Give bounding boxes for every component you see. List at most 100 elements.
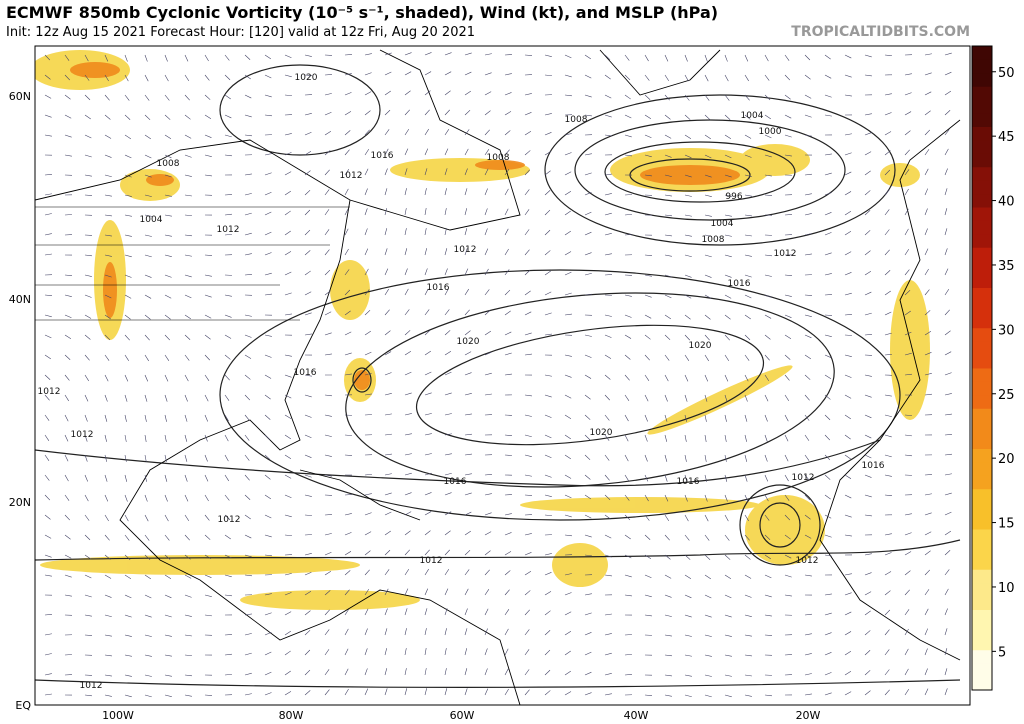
colorbar-step (972, 636, 992, 651)
isobar-label: 1012 (340, 171, 363, 181)
colorbar-step (972, 247, 992, 262)
colorbar-frame (971, 45, 993, 691)
colorbar-step (972, 139, 992, 154)
colorbar-step (972, 193, 992, 208)
colorbar-step (972, 327, 992, 342)
colorbar-label: 35 (998, 259, 1015, 274)
colorbar-step (972, 663, 992, 678)
lat-label: 20N (9, 496, 31, 509)
colorbar-label: 20 (998, 452, 1015, 467)
colorbar-step (972, 274, 992, 288)
colorbar-step (972, 582, 992, 597)
lat-label: EQ (15, 699, 31, 712)
subtitle: Init: 12z Aug 15 2021 Forecast Hour: [12… (6, 25, 476, 40)
colorbar-step (972, 341, 992, 356)
isobar-label: 1016 (728, 279, 751, 289)
colorbar-step (972, 153, 992, 168)
isobar-label: 1020 (590, 428, 613, 438)
isobar-label: 1008 (487, 153, 510, 163)
colorbar-label: 40 (998, 195, 1015, 210)
isobar-label: 1016 (371, 151, 394, 161)
isobar-label: 1012 (38, 387, 61, 397)
isobar-label: 1020 (457, 337, 480, 347)
colorbar-step (972, 368, 992, 382)
colorbar-step (972, 475, 992, 490)
isobar-label: 1012 (217, 225, 240, 235)
map-field (35, 46, 970, 705)
isobar-label: 1012 (454, 245, 477, 255)
colorbar-step (972, 46, 992, 60)
colorbar-step (972, 394, 992, 409)
isobar-label: 1004 (741, 111, 764, 121)
colorbar-label: 25 (998, 388, 1015, 403)
colorbar-step (972, 649, 992, 664)
colorbar-step (972, 502, 992, 517)
isobar-label: 1012 (796, 556, 819, 566)
isobar-label: 1016 (862, 461, 885, 471)
isobar-label: 1020 (295, 73, 318, 83)
lat-label: 40N (9, 293, 31, 306)
colorbar-step (972, 421, 992, 436)
colorbar-step (972, 542, 992, 557)
isobar-label: 1004 (140, 215, 163, 225)
lon-label: 80W (279, 709, 304, 722)
colorbar-label: 15 (998, 517, 1015, 532)
colorbar-step (972, 609, 992, 624)
isobar-label: 1012 (218, 515, 241, 525)
colorbar-label: 45 (998, 130, 1015, 145)
isobar-label: 1008 (565, 115, 588, 125)
lon-label: 60W (450, 709, 475, 722)
colorbar-step (972, 207, 992, 221)
colorbar-step (972, 233, 992, 248)
colorbar-step (972, 596, 992, 610)
isobar-label: 1012 (71, 430, 94, 440)
colorbar-step (972, 676, 992, 691)
isobar-label: 1008 (702, 235, 725, 245)
colorbar-step (972, 515, 992, 530)
lon-label: 40W (624, 709, 649, 722)
lon-label: 20W (796, 709, 821, 722)
isobar-label: 1016 (294, 368, 317, 378)
colorbar-label: 10 (998, 581, 1015, 596)
colorbar-step (972, 99, 992, 114)
isobar-label: 1012 (792, 473, 815, 483)
isobar-label: 1012 (420, 556, 443, 566)
isobar-label: 1016 (677, 477, 700, 487)
isobar-label: 1004 (711, 219, 734, 229)
colorbar-step (972, 86, 992, 101)
colorbar-step (972, 314, 992, 329)
colorbar-step (972, 354, 992, 369)
colorbar-step (972, 622, 992, 637)
colorbar: 5 10 15 20 25 30 35 40 45 50 (971, 45, 1015, 691)
isobar-label: 1020 (689, 341, 712, 351)
colorbar-step (972, 287, 992, 302)
lat-label: 60N (9, 90, 31, 103)
colorbar-step (972, 461, 992, 476)
isobar-label: 1012 (80, 681, 103, 691)
colorbar-step (972, 569, 992, 584)
title: ECMWF 850mb Cyclonic Vorticity (10⁻⁵ s⁻¹… (6, 3, 719, 22)
colorbar-step (972, 555, 992, 570)
watermark: TROPICALTIDBITS.COM (791, 24, 970, 40)
isobar-label: 1012 (774, 249, 797, 259)
isobar-label: 996 (725, 192, 742, 202)
isobar-label: 1016 (427, 283, 450, 293)
colorbar-step (972, 113, 992, 127)
colorbar-step (972, 126, 992, 141)
colorbar-step (972, 408, 992, 423)
colorbar-step (972, 59, 992, 74)
colorbar-step (972, 72, 992, 87)
lon-label: 100W (102, 709, 134, 722)
colorbar-step (972, 220, 992, 235)
colorbar-step (972, 529, 992, 543)
isobar-label: 1008 (157, 159, 180, 169)
colorbar-step (972, 435, 992, 449)
colorbar-label: 5 (998, 645, 1006, 660)
colorbar-step (972, 381, 992, 396)
colorbar-step (972, 448, 992, 463)
colorbar-label: 50 (998, 66, 1015, 81)
colorbar-label: 30 (998, 323, 1015, 338)
colorbar-step (972, 260, 992, 275)
